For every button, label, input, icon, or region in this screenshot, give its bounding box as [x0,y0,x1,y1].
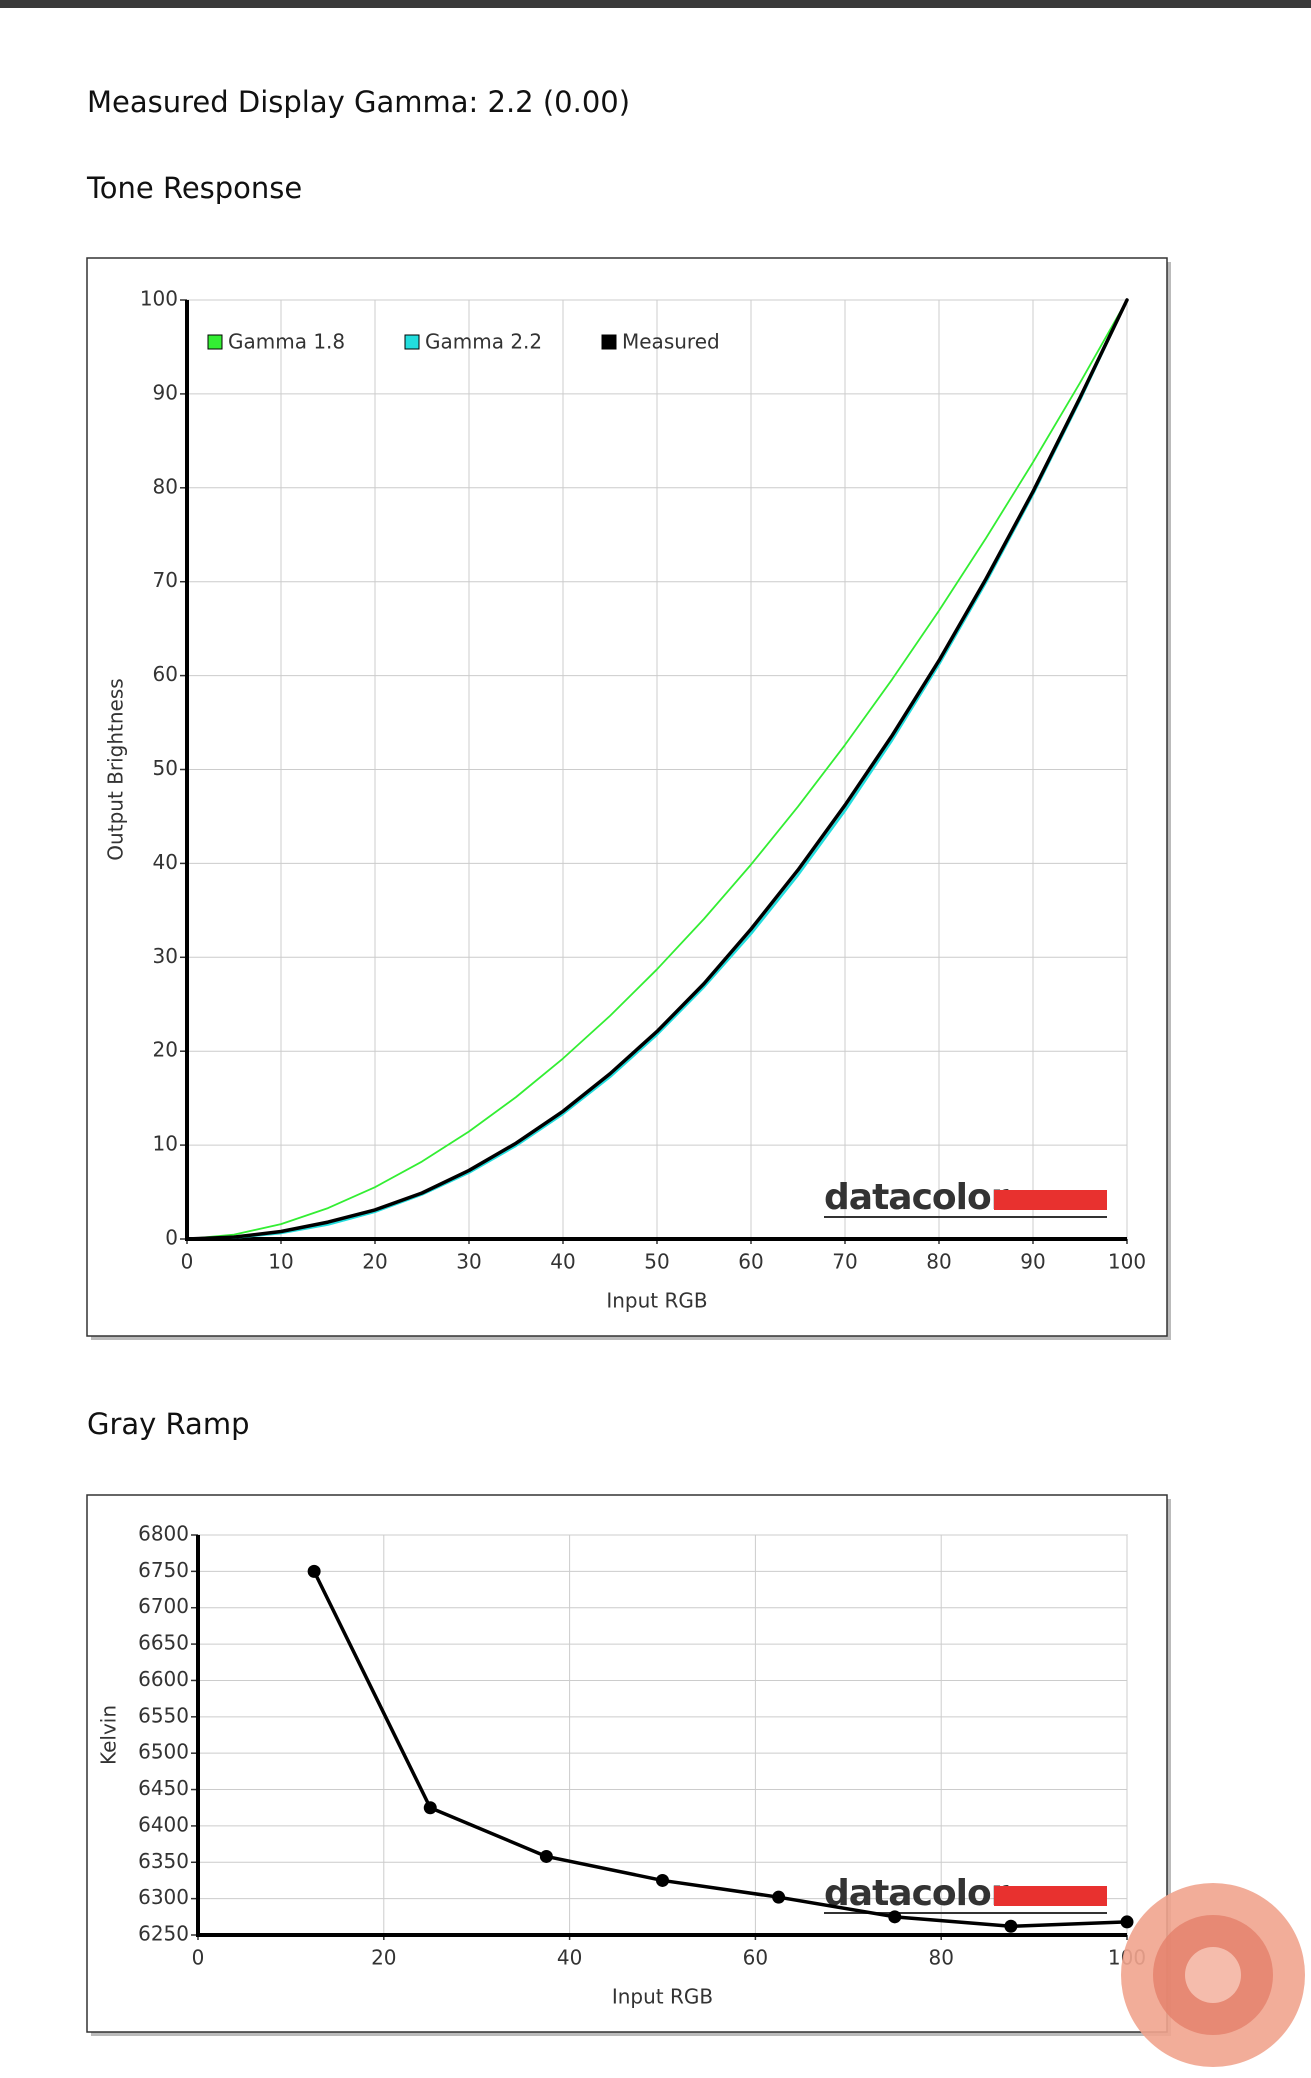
series-line [185,298,1129,1239]
y-tick-label: 70 [153,568,178,592]
series-group [312,1569,1129,1929]
data-point [656,1873,669,1887]
y-tick-label: 20 [153,1038,178,1062]
watermark-bar [994,1190,1107,1210]
y-tick-label: 40 [153,850,178,874]
y-tick-label: 6350 [138,1849,189,1873]
x-tick-label: 80 [926,1250,951,1274]
x-tick-label: 60 [743,1946,768,1970]
x-tick-label: 60 [738,1250,763,1274]
y-tick-label: 90 [153,380,178,404]
x-tick-label: 10 [268,1250,293,1274]
data-point [1120,1915,1134,1929]
y-tick-label: 100 [140,287,178,311]
y-tick-label: 6300 [138,1885,189,1909]
plot-area [197,1534,1128,1936]
series-line [186,299,1128,1239]
x-tick-label: 40 [550,1250,575,1274]
section-title: Gray Ramp [87,1407,250,1441]
x-tick-label: 90 [1020,1250,1045,1274]
y-tick-label: 6650 [138,1631,189,1655]
y-axis-label: Output Brightness [104,678,128,860]
watermark-bar [994,1886,1107,1906]
x-axis-label: Input RGB [612,1985,713,2009]
x-tick-label: 40 [557,1946,582,1970]
y-tick-label: 80 [153,474,178,498]
x-tick-label: 30 [456,1250,481,1274]
x-tick-label: 50 [644,1250,669,1274]
x-tick-label: 0 [192,1946,205,1970]
data-point [888,1910,902,1924]
page-heading: Measured Display Gamma: 2.2 (0.00) [87,85,630,119]
legend-swatch [601,334,617,350]
y-axis-label: Kelvin [97,1705,121,1765]
y-tick-label: 6800 [138,1522,189,1546]
x-tick-label: 100 [1108,1250,1146,1274]
y-tick-label: 10 [153,1132,178,1156]
series-line [312,1569,1129,1929]
y-tick-label: 30 [153,944,178,968]
x-tick-label: 70 [832,1250,857,1274]
top-bar [0,0,1311,8]
x-tick-label: 0 [181,1250,194,1274]
x-tick-label: 20 [362,1250,387,1274]
data-point [423,1801,437,1815]
y-tick-label: 0 [165,1226,178,1250]
legend-swatch [404,334,420,350]
y-tick-label: 60 [153,662,178,686]
data-point [307,1564,321,1578]
legend-label: Gamma 1.8 [228,330,345,354]
legend-label: Measured [622,330,720,354]
data-point [539,1849,553,1863]
kitguru-logo [1121,1883,1305,2067]
y-tick-label: 6550 [138,1703,189,1727]
y-tick-label: 6600 [138,1667,189,1691]
watermark: datacolor [824,1873,1009,1914]
y-tick-label: 6450 [138,1776,189,1800]
legend-label: Gamma 2.2 [425,330,542,354]
y-tick-label: 50 [153,756,178,780]
legend-swatch [207,334,223,350]
chart: Gray Ramp 6250 6300 6350 6400 6450 6500 6550 660… [86,1407,1171,2036]
watermark: datacolor [824,1177,1009,1218]
x-tick-label: 80 [928,1946,953,1970]
y-tick-label: 6700 [138,1594,189,1618]
y-tick-label: 6750 [138,1558,189,1582]
series-group [185,298,1129,1239]
section-title: Tone Response [86,171,302,205]
data-point [1004,1919,1018,1933]
x-axis-label: Input RGB [606,1289,707,1313]
x-tick-label: 20 [371,1946,396,1970]
y-tick-label: 6250 [138,1922,189,1946]
data-point [772,1890,786,1904]
y-tick-label: 6400 [138,1812,189,1836]
chart: Tone Response 0 10 20 30 40 50 60 70 80 90 100 0 10 20… [86,171,1171,1340]
y-tick-label: 6500 [138,1740,189,1764]
